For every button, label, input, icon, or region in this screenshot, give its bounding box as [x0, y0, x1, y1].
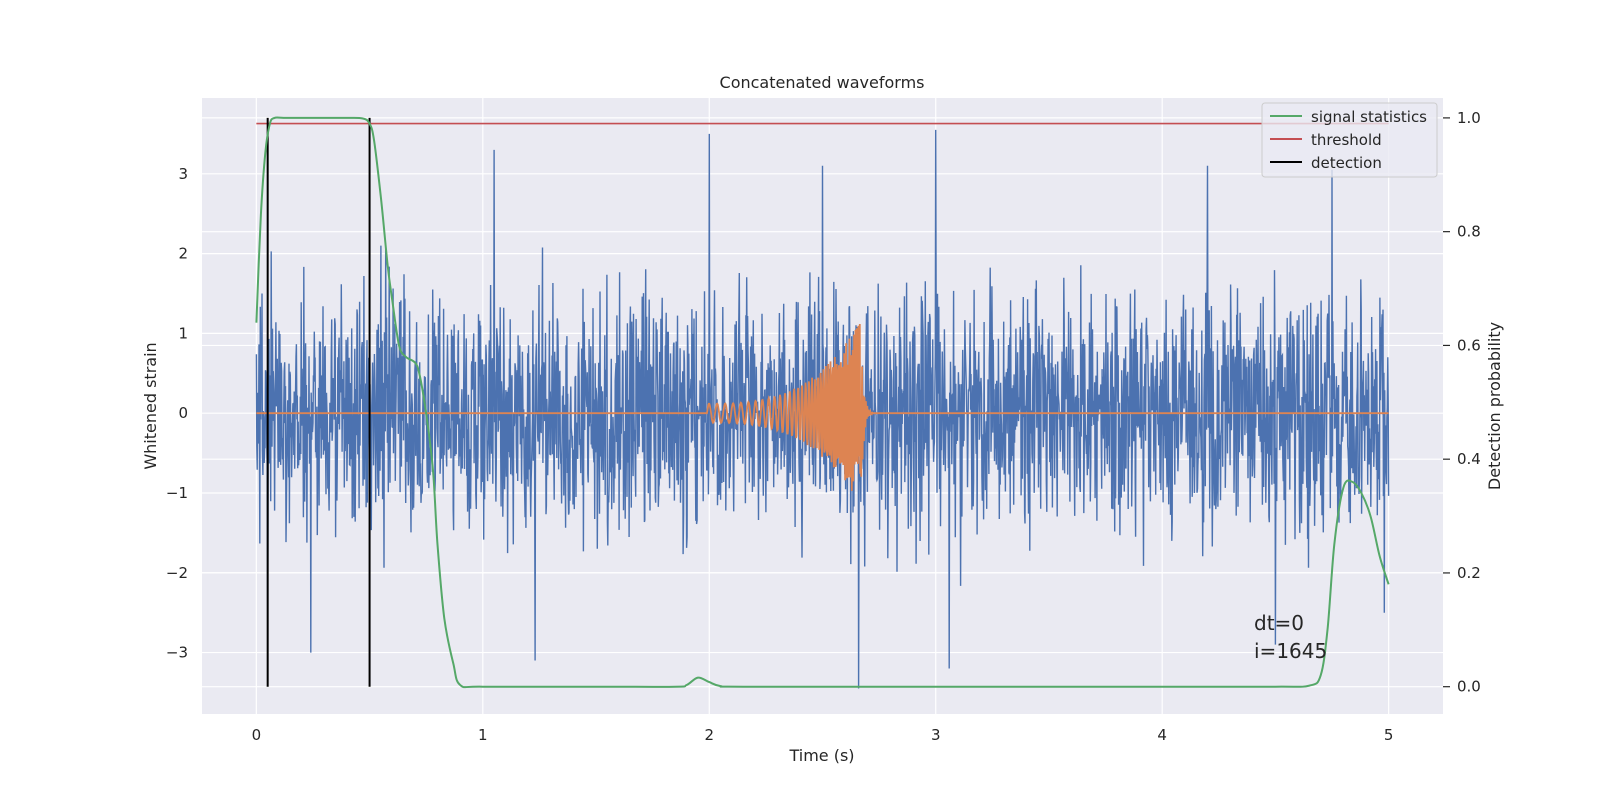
legend: signal statistics threshold detection	[1261, 102, 1438, 178]
y-tick-right-label: 0.6	[1457, 336, 1481, 354]
x-tick-label: 5	[1384, 726, 1394, 744]
y-tick-right-label: 0.4	[1457, 450, 1481, 468]
x-tick-label: 0	[252, 726, 262, 744]
y-tick-label: 0	[178, 404, 188, 422]
y-axis-label: Whitened strain	[141, 342, 160, 469]
y-tick-label: −3	[166, 644, 188, 662]
y-tick-label: −1	[166, 484, 188, 502]
ticks: 0 1 2 3 4 5 −3 −2 −1 0 1 2 3 0.0 0.2 0.4 0.6 0.8 1.0	[166, 109, 1481, 744]
series-layer	[255, 116, 1390, 689]
annotations: dt=0 i=1645	[1254, 611, 1327, 663]
y-tick-label: 2	[178, 245, 188, 263]
y-tick-label: −2	[166, 564, 188, 582]
legend-label-signal-statistics: signal statistics	[1311, 108, 1427, 126]
x-tick-label: 3	[931, 726, 941, 744]
series-chirp-waveform	[256, 323, 1389, 491]
legend-label-detection: detection	[1311, 154, 1382, 172]
y-axis-right-label: Detection probability	[1485, 322, 1504, 490]
y-tick-right-label: 0.2	[1457, 564, 1481, 582]
legend-label-threshold: threshold	[1311, 131, 1382, 149]
legend-box	[1261, 102, 1438, 178]
x-tick-label: 4	[1157, 726, 1167, 744]
y-tick-right-label: 0.8	[1457, 223, 1481, 241]
chart-title: Concatenated waveforms	[720, 73, 925, 92]
y-tick-right-label: 0.0	[1457, 678, 1481, 696]
series-whitened-strain-noise	[255, 129, 1390, 689]
x-tick-label: 2	[704, 726, 714, 744]
x-tick-label: 1	[478, 726, 488, 744]
y-tick-label: 1	[178, 324, 188, 342]
annotation-dt: dt=0	[1254, 611, 1304, 635]
annotation-i: i=1645	[1254, 639, 1327, 663]
y-tick-label: 3	[178, 165, 188, 183]
x-axis-label: Time (s)	[788, 746, 854, 765]
series-signal-statistics	[255, 116, 1390, 689]
y-tick-right-label: 1.0	[1457, 109, 1481, 127]
